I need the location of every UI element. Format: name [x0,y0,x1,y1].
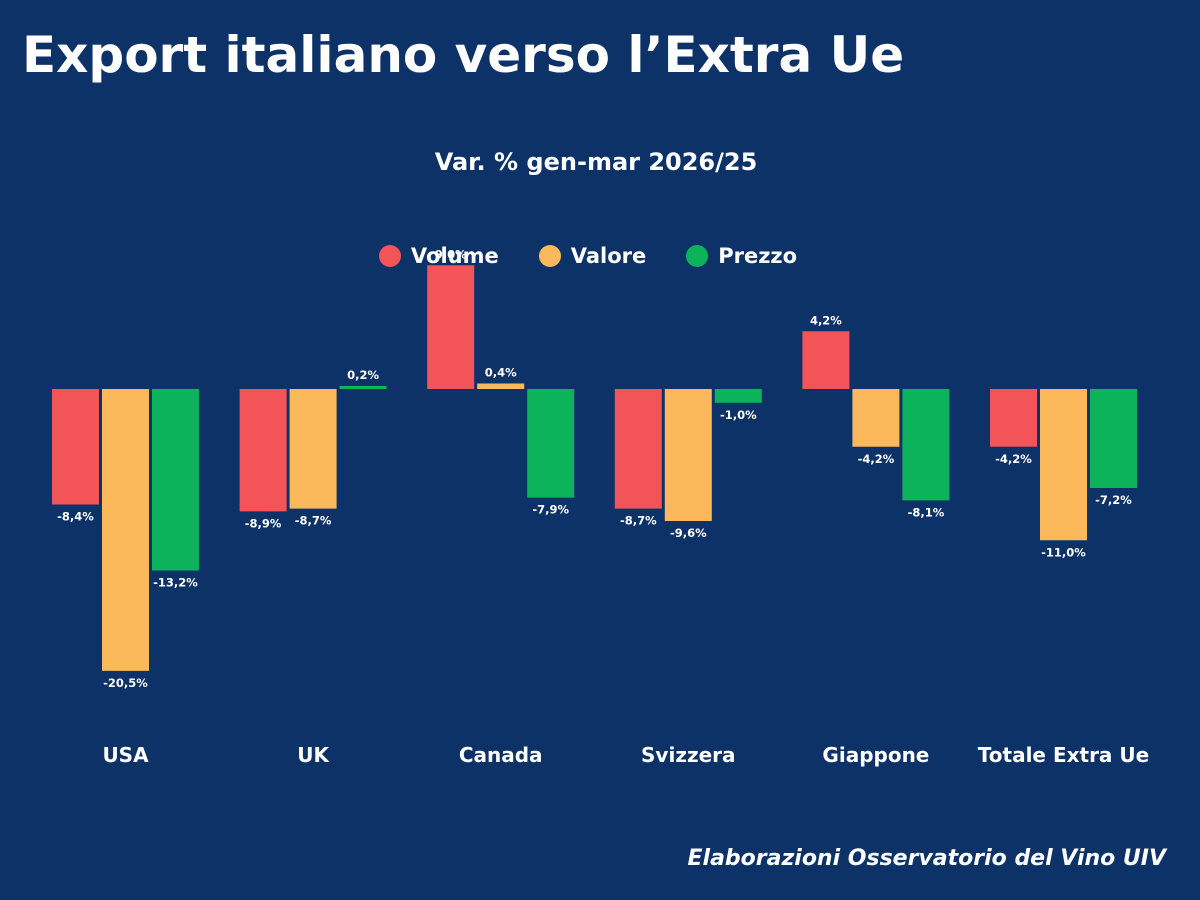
bar-prezzo-5 [1090,389,1137,488]
data-label-volume-1: -8,9% [245,516,282,530]
data-label-valore-1: -8,7% [295,514,332,528]
data-label-volume-5: -4,2% [995,452,1032,466]
bar-valore-3 [664,389,712,521]
bar-valore-4 [852,389,900,447]
page-title: Export italiano verso l’Extra Ue [22,26,905,84]
category-label-2: Canada [459,743,543,767]
bar-prezzo-0 [152,389,199,571]
legend-label-prezzo: Prezzo [718,244,798,268]
category-label-3: Svizzera [641,743,736,767]
data-label-valore-3: -9,6% [670,526,707,540]
data-label-prezzo-4: -8,1% [908,505,945,519]
data-label-prezzo-2: -7,9% [532,503,569,517]
bar-prezzo-3 [714,389,762,403]
bar-valore-5 [1040,389,1087,541]
data-label-valore-2: 0,4% [485,366,517,380]
legend-item-prezzo: Prezzo [686,244,797,268]
bar-volume-5 [990,389,1037,447]
data-label-prezzo-3: -1,0% [720,408,757,422]
legend-swatch-volume [378,245,401,267]
data-label-valore-4: -4,2% [858,452,895,466]
legend-label-volume: Volume [410,244,499,268]
bar-valore-1 [289,389,337,509]
chart-subtitle: Var. % gen-mar 2026/25 [434,148,758,176]
category-label-0: USA [102,743,149,767]
bar-volume-2 [427,265,475,389]
data-label-volume-3: -8,7% [620,514,657,528]
bar-volume-3 [614,389,662,509]
bar-prezzo-4 [902,389,950,501]
legend-label-valore: Valore [570,244,647,268]
bar-prezzo-2 [527,389,575,498]
data-label-volume-2: 9,0% [435,247,467,261]
data-label-valore-0: -20,5% [103,676,148,690]
data-label-prezzo-1: 0,2% [347,368,379,382]
chart-legend: Volume Valore Prezzo [0,244,1176,268]
data-label-valore-5: -11,0% [1041,545,1086,559]
legend-swatch-prezzo [686,245,709,267]
data-label-prezzo-5: -7,2% [1095,493,1132,507]
legend-swatch-valore [538,245,561,267]
bar-chart: -8,4% -20,5% -13,2% USA -8,9% -8,7% 0,2% UK 9,0%… [52,247,1149,767]
bar-valore-2 [477,383,525,389]
category-label-1: UK [297,743,330,767]
legend-item-valore: Valore [538,244,647,268]
category-label-4: Giappone [822,743,929,767]
bar-volume-4 [802,331,850,389]
bar-volume-1 [239,389,287,512]
bar-prezzo-1 [339,386,387,389]
source-note: Elaborazioni Osservatorio del Vino UIV [687,846,1167,871]
data-label-prezzo-0: -13,2% [153,576,198,590]
data-label-volume-4: 4,2% [810,313,842,327]
bar-volume-0 [52,389,99,505]
bar-valore-0 [102,389,149,671]
category-label-5: Totale Extra Ue [978,743,1149,767]
data-label-volume-0: -8,4% [57,510,94,524]
legend-item-volume: Volume [378,244,499,268]
